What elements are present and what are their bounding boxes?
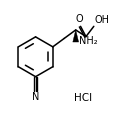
Polygon shape <box>73 30 79 42</box>
Text: N: N <box>32 92 39 102</box>
Text: HCl: HCl <box>74 93 92 103</box>
Text: NH₂: NH₂ <box>79 36 97 46</box>
Text: O: O <box>76 14 83 24</box>
Text: OH: OH <box>94 15 109 25</box>
